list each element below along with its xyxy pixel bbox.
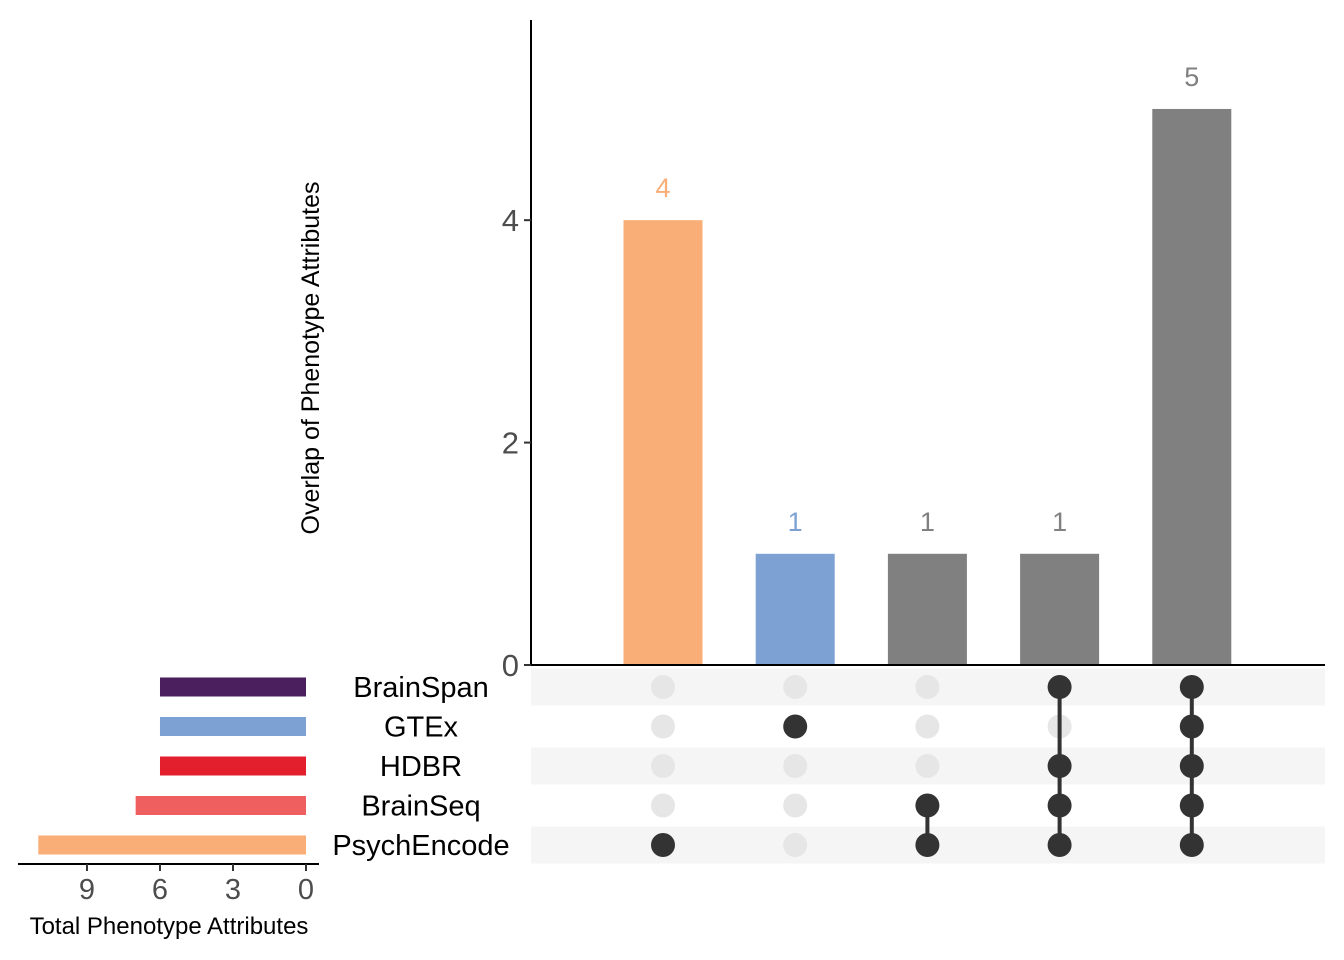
set-label-brainspan: BrainSpan — [353, 672, 488, 704]
matrix-dot-on-5-hdbr — [1179, 754, 1204, 778]
matrix-dot-on-5-brainspan — [1179, 675, 1204, 699]
matrix-dot-off-3-hdbr — [915, 754, 940, 778]
set-size-tick-label-9: 9 — [79, 874, 95, 906]
intersection-bar-label-5: 5 — [1184, 62, 1199, 92]
set-label-gtex: GTEx — [384, 712, 459, 744]
intersection-bar-label-4: 1 — [1052, 507, 1067, 537]
matrix-dot-off-1-hdbr — [651, 754, 675, 778]
matrix-dot-off-3-brainspan — [915, 675, 940, 699]
matrix-dot-off-2-hdbr — [783, 754, 808, 778]
matrix-dot-on-2-gtex — [783, 714, 808, 739]
matrix-dot-on-4-brainseq — [1047, 793, 1072, 818]
y-axis-label: Overlap of Phenotype Attributes — [297, 182, 325, 535]
set-size-tick-label-3: 3 — [225, 874, 241, 906]
y-tick-label-2: 2 — [502, 426, 519, 461]
matrix-dot-on-4-hdbr — [1047, 754, 1072, 778]
intersection-bar-5 — [1152, 108, 1232, 665]
matrix-dot-on-1-psychencode — [651, 833, 675, 857]
set-size-axis-label: Total Phenotype Attributes — [30, 913, 309, 940]
y-tick-label-4: 4 — [502, 203, 519, 238]
set-size-bar-psychencode — [38, 835, 307, 855]
matrix-dot-off-1-brainseq — [651, 793, 675, 818]
matrix-dot-on-5-psychencode — [1179, 833, 1204, 857]
set-size-tick-label-0: 0 — [298, 874, 314, 906]
set-size-bar-brainspan — [159, 677, 306, 697]
matrix-dot-on-3-psychencode — [915, 833, 940, 857]
set-size-bars — [38, 677, 307, 855]
intersection-bar-label-3: 1 — [920, 507, 935, 537]
intersection-matrix — [651, 675, 1204, 857]
matrix-dot-off-2-brainseq — [783, 793, 808, 818]
set-size-bar-brainseq — [135, 796, 306, 815]
intersection-bar-2 — [755, 553, 835, 665]
matrix-dot-on-3-brainseq — [915, 793, 940, 818]
intersection-bar-label-2: 1 — [788, 507, 803, 537]
matrix-dot-off-2-psychencode — [783, 833, 808, 857]
set-label-psychencode: PsychEncode — [332, 830, 509, 862]
set-size-bar-hdbr — [159, 756, 306, 776]
intersection-bar-labels: 4 1 1 1 5 — [655, 62, 1199, 537]
set-size-tick-label-6: 6 — [152, 874, 168, 906]
set-label-hdbr: HDBR — [380, 751, 462, 783]
y-axis: 0 2 4 — [502, 20, 1325, 683]
set-size-bar-gtex — [159, 717, 306, 736]
set-name-labels: BrainSpan GTEx HDBR BrainSeq PsychEncode — [332, 672, 509, 862]
matrix-dot-off-1-brainspan — [651, 675, 675, 699]
intersection-bar-3 — [887, 553, 967, 665]
y-tick-label-0: 0 — [502, 648, 519, 683]
intersection-bar-label-1: 4 — [655, 173, 670, 203]
matrix-dot-off-1-gtex — [651, 714, 675, 739]
intersection-bars — [623, 108, 1232, 665]
matrix-dot-off-3-gtex — [915, 714, 940, 739]
matrix-dot-on-5-brainseq — [1179, 793, 1204, 818]
matrix-dot-on-4-psychencode — [1047, 833, 1072, 857]
set-label-brainseq: BrainSeq — [361, 791, 480, 823]
set-size-axis: 9 6 3 0 — [18, 863, 319, 906]
matrix-dot-off-2-brainspan — [783, 675, 808, 699]
matrix-dot-on-4-brainspan — [1047, 675, 1072, 699]
matrix-dot-on-5-gtex — [1179, 714, 1204, 739]
intersection-bar-4 — [1020, 553, 1100, 665]
intersection-bar-1 — [623, 220, 703, 665]
